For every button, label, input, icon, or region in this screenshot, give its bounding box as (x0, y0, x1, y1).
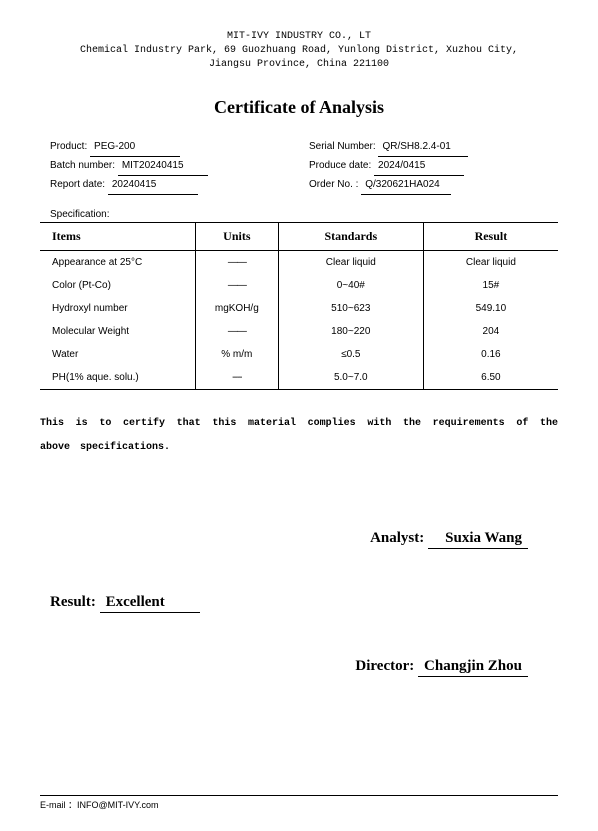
col-units: Units (195, 223, 278, 251)
reportdate-value: 20240415 (108, 176, 198, 195)
col-standards: Standards (278, 223, 423, 251)
table-cell: Water (40, 343, 195, 366)
table-row: Water% m/m≤0.50.16 (40, 343, 558, 366)
table-cell: Hydroxyl number (40, 297, 195, 320)
col-result: Result (423, 223, 558, 251)
orderno-value: Q/320621HA024 (361, 176, 451, 195)
orderno-label: Order No. : (309, 179, 358, 190)
reportdate-row: Report date: 20240415 (50, 176, 289, 195)
table-cell: 5.0~7.0 (278, 366, 423, 390)
director-line: Director: Changjin Zhou (40, 658, 558, 677)
table-cell: mgKOH/g (195, 297, 278, 320)
table-cell: ≤0.5 (278, 343, 423, 366)
table-cell: 204 (423, 320, 558, 343)
batch-label: Batch number: (50, 160, 115, 171)
director-label: Director: (355, 658, 414, 674)
table-cell: ---- (195, 366, 278, 390)
table-cell: 15# (423, 274, 558, 297)
table-cell: Clear liquid (278, 251, 423, 275)
result-label: Result: (50, 594, 96, 610)
table-cell: Clear liquid (423, 251, 558, 275)
serial-label: Serial Number: (309, 141, 376, 152)
table-cell: —— (195, 274, 278, 297)
company-address-1: Chemical Industry Park, 69 Guozhuang Roa… (40, 44, 558, 58)
page-title: Certificate of Analysis (40, 97, 558, 118)
director-value: Changjin Zhou (418, 658, 528, 677)
analyst-label: Analyst: (370, 530, 424, 546)
table-cell: —— (195, 320, 278, 343)
product-row: Product: PEG-200 (50, 138, 289, 157)
product-label: Product: (50, 141, 87, 152)
analyst-value: Suxia Wang (428, 530, 528, 549)
proddate-label: Produce date: (309, 160, 371, 171)
table-cell: % m/m (195, 343, 278, 366)
batch-value: MIT20240415 (118, 157, 208, 176)
signature-block: Analyst: Suxia Wang Result: Excellent Di… (40, 530, 558, 677)
product-value: PEG-200 (90, 138, 180, 157)
table-cell: 549.10 (423, 297, 558, 320)
table-cell: Molecular Weight (40, 320, 195, 343)
table-row: Molecular Weight——180~220204 (40, 320, 558, 343)
table-cell: 0~40# (278, 274, 423, 297)
orderno-row: Order No. : Q/320621HA024 (309, 176, 548, 195)
col-items: Items (40, 223, 195, 251)
specification-label: Specification: (40, 207, 558, 223)
table-cell: 0.16 (423, 343, 558, 366)
footer-email: E-mail ：INFO@MIT-IVY.com (40, 795, 558, 811)
result-line: Result: Excellent (40, 594, 558, 613)
table-row: Hydroxyl numbermgKOH/g510~623549.10 (40, 297, 558, 320)
company-address-2: Jiangsu Province, China 221100 (40, 58, 558, 72)
spec-table: Items Units Standards Result Appearance … (40, 223, 558, 390)
table-row: Appearance at 25°C——Clear liquidClear li… (40, 251, 558, 275)
table-cell: —— (195, 251, 278, 275)
table-cell: Appearance at 25°C (40, 251, 195, 275)
company-header: MIT-IVY INDUSTRY CO., LT Chemical Indust… (40, 30, 558, 72)
certify-text: This is to certify that this material co… (40, 412, 558, 460)
info-left: Product: PEG-200 Batch number: MIT202404… (50, 138, 289, 195)
table-cell: Color (Pt-Co) (40, 274, 195, 297)
info-right: Serial Number: QR/SH8.2.4-01 Produce dat… (309, 138, 548, 195)
company-name: MIT-IVY INDUSTRY CO., LT (40, 30, 558, 44)
serial-row: Serial Number: QR/SH8.2.4-01 (309, 138, 548, 157)
reportdate-label: Report date: (50, 179, 105, 190)
table-row: PH(1% aque. solu.)----5.0~7.06.50 (40, 366, 558, 390)
table-header-row: Items Units Standards Result (40, 223, 558, 251)
table-cell: 180~220 (278, 320, 423, 343)
proddate-value: 2024/0415 (374, 157, 464, 176)
proddate-row: Produce date: 2024/0415 (309, 157, 548, 176)
info-grid: Product: PEG-200 Batch number: MIT202404… (40, 138, 558, 195)
result-value: Excellent (100, 594, 200, 613)
batch-row: Batch number: MIT20240415 (50, 157, 289, 176)
serial-value: QR/SH8.2.4-01 (378, 138, 468, 157)
analyst-line: Analyst: Suxia Wang (40, 530, 558, 549)
table-cell: 6.50 (423, 366, 558, 390)
table-cell: PH(1% aque. solu.) (40, 366, 195, 390)
table-row: Color (Pt-Co)——0~40#15# (40, 274, 558, 297)
table-cell: 510~623 (278, 297, 423, 320)
